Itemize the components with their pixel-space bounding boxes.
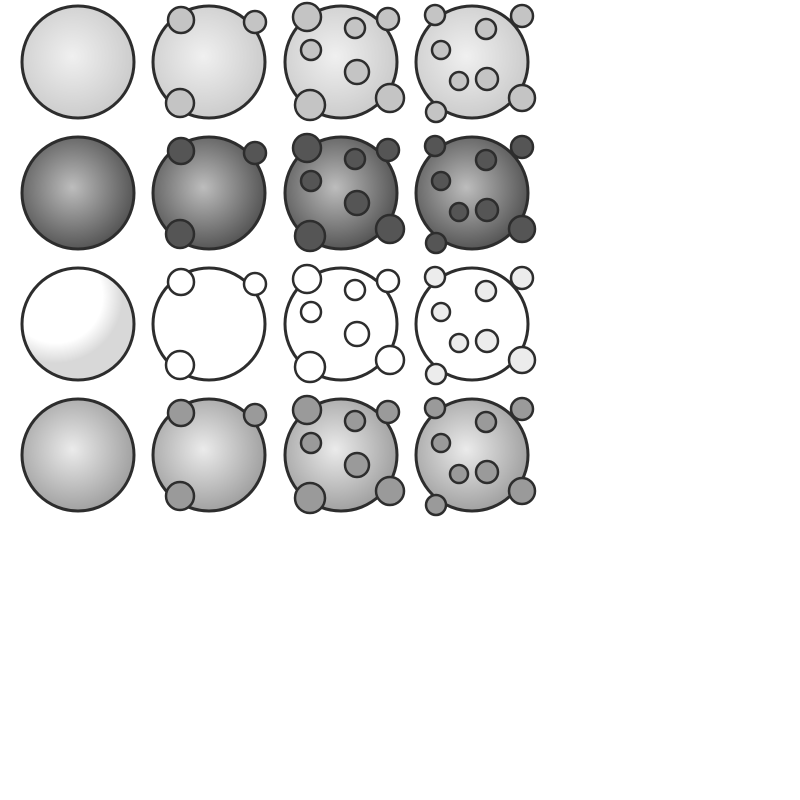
surface-bump xyxy=(509,85,535,111)
surface-bump xyxy=(295,352,325,382)
inner-spot xyxy=(301,171,321,191)
inner-spot xyxy=(476,461,498,483)
surface-bump xyxy=(244,142,266,164)
inner-spot xyxy=(345,453,369,477)
sphere-medium-gray-plain xyxy=(22,399,134,511)
sphere-dark-gray-three-surface-bumps xyxy=(153,137,266,249)
inner-spot xyxy=(476,199,498,221)
inner-spot xyxy=(301,302,321,322)
surface-bump xyxy=(425,136,445,156)
surface-bump xyxy=(377,401,399,423)
inner-spot xyxy=(450,465,468,483)
sphere-light-gray-surface-bumps-and-inner-spots xyxy=(285,3,404,120)
surface-bump xyxy=(244,273,266,295)
inner-spot xyxy=(476,281,496,301)
inner-spot xyxy=(345,149,365,169)
surface-bump xyxy=(293,265,321,293)
inner-spot xyxy=(345,322,369,346)
surface-bump xyxy=(377,270,399,292)
inner-spot xyxy=(432,434,450,452)
sphere-dark-gray-plain xyxy=(22,137,134,249)
sphere-white-plain xyxy=(22,268,134,380)
surface-bump xyxy=(376,346,404,374)
inner-spot xyxy=(301,433,321,453)
surface-bump xyxy=(511,267,533,289)
sphere-body xyxy=(22,137,134,249)
sphere-medium-gray-small-bumps-and-inner-spots xyxy=(416,398,535,515)
surface-bump xyxy=(168,400,194,426)
surface-bump xyxy=(509,478,535,504)
sphere-light-gray-small-bumps-and-inner-spots xyxy=(416,5,535,122)
surface-bump xyxy=(426,102,446,122)
inner-spot xyxy=(345,411,365,431)
surface-bump xyxy=(509,216,535,242)
surface-bump xyxy=(244,404,266,426)
surface-bump xyxy=(426,364,446,384)
surface-bump xyxy=(244,11,266,33)
inner-spot xyxy=(476,19,496,39)
sphere-body xyxy=(22,399,134,511)
surface-bump xyxy=(293,396,321,424)
surface-bump xyxy=(377,8,399,30)
surface-bump xyxy=(425,5,445,25)
sphere-dark-gray-small-bumps-and-inner-spots xyxy=(416,136,535,253)
surface-bump xyxy=(509,347,535,373)
sphere-body xyxy=(22,6,134,118)
sphere-medium-gray-surface-bumps-and-inner-spots xyxy=(285,396,404,513)
inner-spot xyxy=(476,412,496,432)
inner-spot xyxy=(450,72,468,90)
surface-bump xyxy=(425,398,445,418)
sphere-white-three-surface-bumps xyxy=(153,268,266,380)
inner-spot xyxy=(345,60,369,84)
surface-bump xyxy=(166,220,194,248)
surface-bump xyxy=(511,398,533,420)
inner-spot xyxy=(432,41,450,59)
inner-spot xyxy=(432,303,450,321)
surface-bump xyxy=(511,136,533,158)
sphere-body xyxy=(22,268,134,380)
surface-bump xyxy=(168,7,194,33)
inner-spot xyxy=(345,280,365,300)
inner-spot xyxy=(450,334,468,352)
sphere-white-surface-bumps-and-inner-spots xyxy=(285,265,404,382)
surface-bump xyxy=(377,139,399,161)
sphere-light-gray-plain xyxy=(22,6,134,118)
surface-bump xyxy=(425,267,445,287)
surface-bump xyxy=(376,477,404,505)
sphere-light-gray-three-surface-bumps xyxy=(153,6,266,118)
surface-bump xyxy=(293,3,321,31)
surface-bump xyxy=(295,483,325,513)
surface-bump xyxy=(168,269,194,295)
surface-bump xyxy=(293,134,321,162)
surface-bump xyxy=(376,215,404,243)
surface-bump xyxy=(166,351,194,379)
inner-spot xyxy=(345,18,365,38)
surface-bump xyxy=(426,495,446,515)
inner-spot xyxy=(432,172,450,190)
sphere-white-small-bumps-and-inner-spots xyxy=(416,267,535,384)
surface-bump xyxy=(426,233,446,253)
surface-bump xyxy=(376,84,404,112)
surface-bump xyxy=(166,482,194,510)
surface-bump xyxy=(166,89,194,117)
sphere-medium-gray-three-surface-bumps xyxy=(153,399,266,511)
inner-spot xyxy=(476,150,496,170)
surface-bump xyxy=(168,138,194,164)
inner-spot xyxy=(301,40,321,60)
surface-bump xyxy=(511,5,533,27)
inner-spot xyxy=(476,330,498,352)
surface-bump xyxy=(295,90,325,120)
inner-spot xyxy=(476,68,498,90)
surface-bump xyxy=(295,221,325,251)
sphere-dark-gray-surface-bumps-and-inner-spots xyxy=(285,134,404,251)
inner-spot xyxy=(345,191,369,215)
inner-spot xyxy=(450,203,468,221)
